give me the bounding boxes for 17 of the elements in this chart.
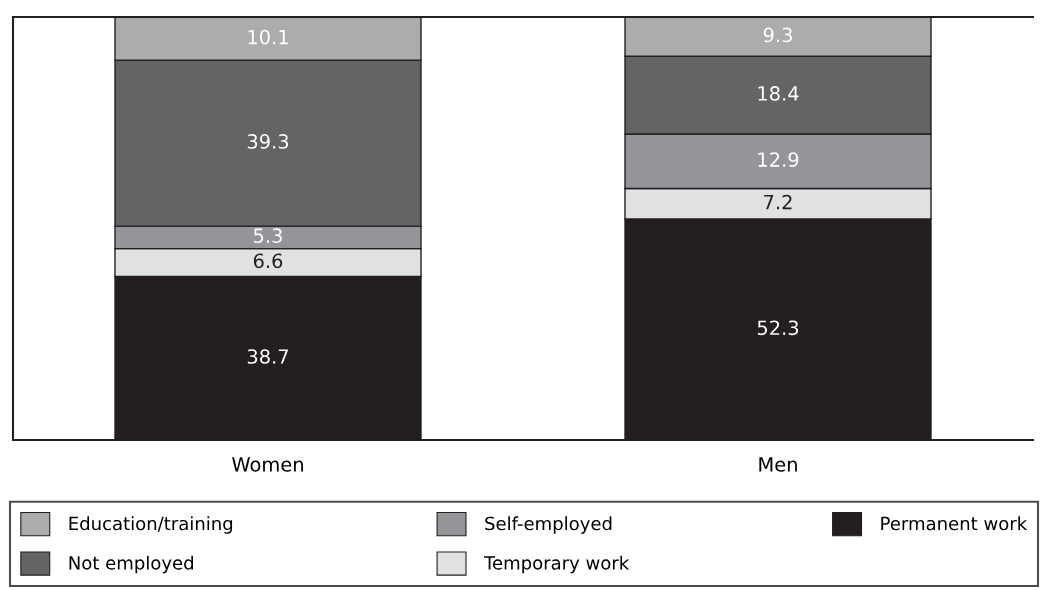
legend-label: Self-employed — [485, 516, 612, 534]
data-label: 38.7 — [247, 349, 288, 364]
legend-label: Permanent work — [881, 516, 1028, 531]
data-label: 52.3 — [757, 320, 799, 336]
data-label: 39.3 — [247, 134, 289, 149]
x-tick-label: Men — [759, 457, 797, 472]
data-label: 5.3 — [254, 228, 282, 244]
legend-label: Temporary work — [483, 555, 630, 574]
legend-label: Not employed — [69, 555, 193, 574]
legend-label: Education/training — [69, 516, 233, 534]
data-label: 9.3 — [763, 27, 792, 43]
data-label: 7.2 — [764, 194, 792, 210]
data-label: 10.1 — [248, 29, 288, 45]
x-tick-label: Women — [232, 457, 303, 472]
data-label: 12.9 — [758, 152, 799, 167]
data-label: 18.4 — [758, 86, 799, 101]
data-label: 6.6 — [253, 253, 283, 269]
